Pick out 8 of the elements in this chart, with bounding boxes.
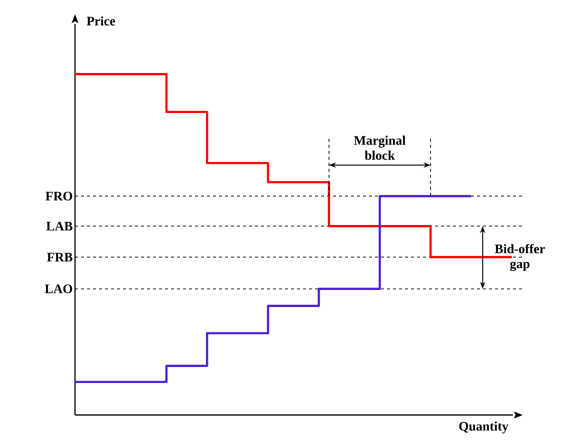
ref-line-label: FRO: [46, 192, 72, 201]
ref-line-label: LAO: [44, 284, 72, 294]
x-axis-title: Quantity: [459, 422, 508, 434]
y-axis-title: Price: [86, 16, 116, 26]
ref-line-label: FRB: [47, 252, 72, 262]
annotation: Bid-offer gap: [494, 244, 545, 272]
ref-line-label: LAB: [46, 222, 72, 230]
annotation: Marginal block: [354, 136, 406, 160]
